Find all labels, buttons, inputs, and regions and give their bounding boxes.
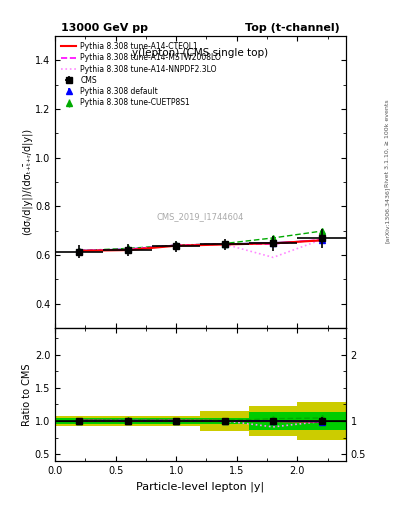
Text: y(lepton) (CMS single top): y(lepton) (CMS single top) bbox=[132, 48, 268, 57]
Line: Pythia 8.308 tune-A14-CTEQL1: Pythia 8.308 tune-A14-CTEQL1 bbox=[79, 240, 321, 251]
Bar bbox=[298, 402, 346, 439]
Pythia 8.308 tune-A14-MSTW2008LO bbox=[77, 247, 82, 253]
Bar bbox=[103, 418, 152, 423]
Bar bbox=[55, 418, 103, 423]
Bar bbox=[152, 416, 200, 425]
Text: [arXiv:1306.3436]: [arXiv:1306.3436] bbox=[385, 187, 390, 243]
Text: 13000 GeV pp: 13000 GeV pp bbox=[61, 23, 148, 33]
Pythia 8.308 tune-A14-MSTW2008LO bbox=[271, 241, 275, 247]
Pythia 8.308 tune-A14-CTEQL1 bbox=[319, 237, 324, 243]
Pythia 8.308 tune-A14-NNPDF2.3LO bbox=[319, 237, 324, 243]
Text: CMS_2019_I1744604: CMS_2019_I1744604 bbox=[157, 212, 244, 222]
Bar bbox=[200, 418, 249, 423]
Pythia 8.308 tune-A14-CTEQL1 bbox=[271, 240, 275, 246]
Bar bbox=[200, 411, 249, 431]
Line: Pythia 8.308 tune-A14-MSTW2008LO: Pythia 8.308 tune-A14-MSTW2008LO bbox=[79, 240, 321, 250]
Bar bbox=[55, 416, 103, 425]
Y-axis label: (dσᵢ/d|y|)/(dσₜ₊ₜ̄₊ᵣ/d|y|): (dσᵢ/d|y|)/(dσₜ₊ₜ̄₊ᵣ/d|y|) bbox=[22, 129, 32, 236]
Text: Rivet 3.1.10, ≥ 100k events: Rivet 3.1.10, ≥ 100k events bbox=[385, 99, 390, 187]
Bar bbox=[249, 407, 298, 436]
Pythia 8.308 tune-A14-MSTW2008LO bbox=[222, 241, 227, 247]
Bar bbox=[298, 412, 346, 430]
Pythia 8.308 tune-A14-CTEQL1 bbox=[77, 248, 82, 254]
Pythia 8.308 tune-A14-NNPDF2.3LO bbox=[77, 248, 82, 254]
Legend: Pythia 8.308 tune-A14-CTEQL1, Pythia 8.308 tune-A14-MSTW2008LO, Pythia 8.308 tun: Pythia 8.308 tune-A14-CTEQL1, Pythia 8.3… bbox=[59, 39, 223, 110]
Pythia 8.308 tune-A14-MSTW2008LO bbox=[174, 242, 178, 248]
Pythia 8.308 tune-A14-MSTW2008LO bbox=[319, 237, 324, 243]
Pythia 8.308 tune-A14-NNPDF2.3LO bbox=[222, 241, 227, 247]
Bar bbox=[103, 416, 152, 425]
Line: Pythia 8.308 tune-A14-NNPDF2.3LO: Pythia 8.308 tune-A14-NNPDF2.3LO bbox=[79, 240, 321, 258]
Pythia 8.308 tune-A14-NNPDF2.3LO bbox=[125, 247, 130, 253]
Bar bbox=[249, 412, 298, 430]
X-axis label: Particle-level lepton |y|: Particle-level lepton |y| bbox=[136, 481, 264, 492]
Bar bbox=[152, 418, 200, 423]
Pythia 8.308 tune-A14-CTEQL1 bbox=[125, 247, 130, 253]
Text: Top (t-channel): Top (t-channel) bbox=[245, 23, 340, 33]
Pythia 8.308 tune-A14-CTEQL1 bbox=[174, 243, 178, 249]
Y-axis label: Ratio to CMS: Ratio to CMS bbox=[22, 363, 32, 425]
Pythia 8.308 tune-A14-NNPDF2.3LO bbox=[271, 254, 275, 261]
Pythia 8.308 tune-A14-CTEQL1 bbox=[222, 242, 227, 248]
Pythia 8.308 tune-A14-NNPDF2.3LO bbox=[174, 242, 178, 248]
Pythia 8.308 tune-A14-MSTW2008LO bbox=[125, 246, 130, 252]
